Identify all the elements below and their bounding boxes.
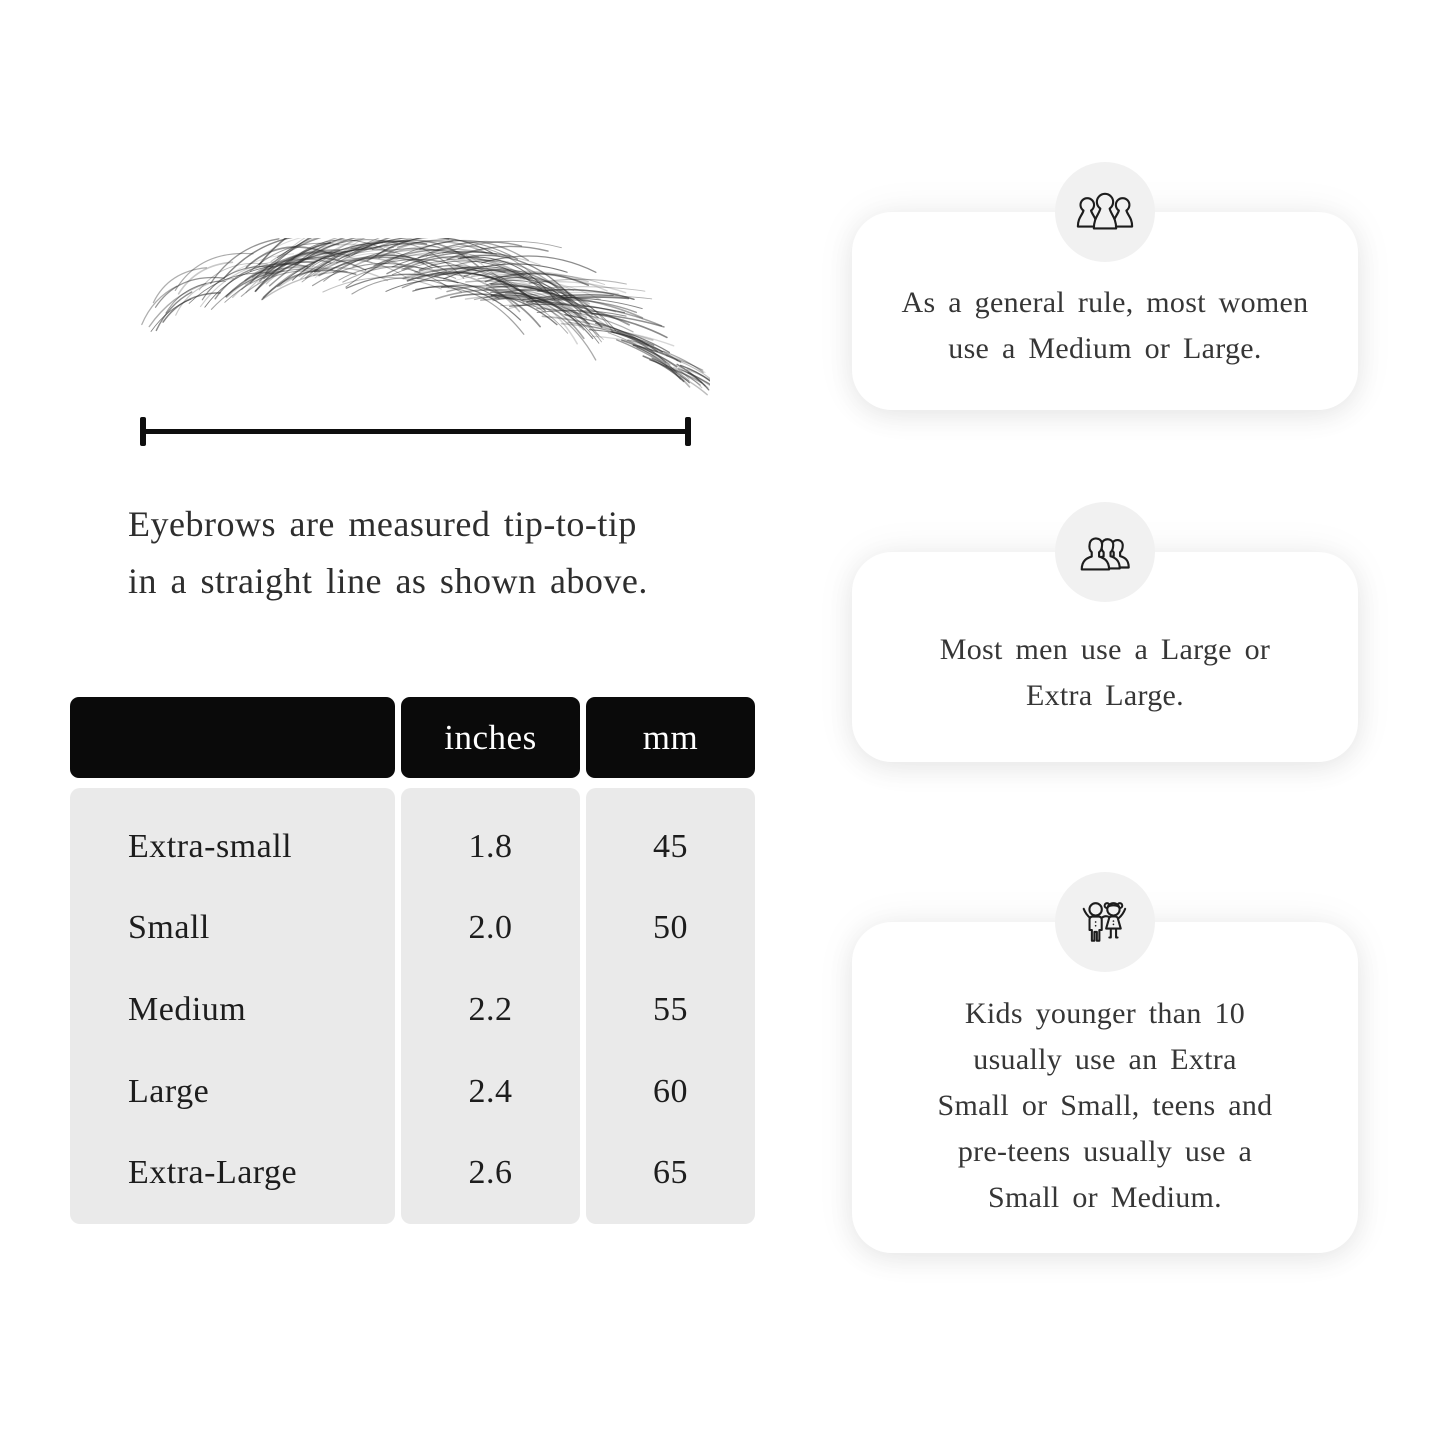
size-label-cell: Small <box>128 909 210 947</box>
card-icon-badge <box>1055 872 1155 972</box>
size-label-cell: Extra-small <box>128 827 293 865</box>
size-label-cell: Large <box>128 1072 210 1110</box>
mm-cell: 65 <box>653 1154 688 1192</box>
size-table-header-inches: inches <box>401 697 580 778</box>
mm-cell: 50 <box>653 909 688 947</box>
children-icon <box>1082 902 1127 942</box>
inches-cell: 2.6 <box>468 1154 513 1192</box>
measurement-line <box>140 417 691 446</box>
card-icon-badge <box>1055 502 1155 602</box>
men-group-icon <box>1080 537 1130 571</box>
card-text: Kids younger than 10 usually use an Extr… <box>937 996 1273 1214</box>
size-table-header-mm: mm <box>586 697 755 778</box>
info-card-men: Most men use a Large or Extra Large. <box>852 502 1358 762</box>
size-label-cell: Extra-Large <box>128 1154 298 1192</box>
card-text: Most men use a Large or Extra Large. <box>939 633 1271 712</box>
card-icon-badge <box>1055 162 1155 262</box>
size-table-column-sizes: Extra-small Small Medium Large Extra-Lar… <box>70 788 395 1224</box>
size-table-column-inches: 1.8 2.0 2.2 2.4 2.6 <box>401 788 580 1224</box>
size-table-header-size <box>70 697 395 778</box>
info-card-kids: Kids younger than 10 usually use an Extr… <box>852 872 1358 1253</box>
card-text: As a general rule, most women use a Medi… <box>901 286 1309 365</box>
mm-cell: 45 <box>653 827 688 865</box>
inches-cell: 2.2 <box>468 990 513 1028</box>
inches-cell: 1.8 <box>468 827 513 865</box>
eyebrow-illustration <box>141 238 710 396</box>
inches-cell: 2.0 <box>468 909 513 947</box>
women-group-icon <box>1076 192 1134 230</box>
measurement-caption: Eyebrows are measured tip-to-tip in a st… <box>128 504 648 601</box>
inches-cell: 2.4 <box>468 1072 513 1110</box>
size-table: inches mm Extra-small Small Medium Large… <box>70 697 755 1224</box>
info-card-women: As a general rule, most women use a Medi… <box>852 162 1358 410</box>
measurement-line-cap-right <box>685 417 691 446</box>
measurement-line-cap-left <box>140 417 146 446</box>
size-table-column-mm: 45 50 55 60 65 <box>586 788 755 1224</box>
mm-cell: 55 <box>653 990 688 1028</box>
size-label-cell: Medium <box>128 990 247 1028</box>
mm-cell: 60 <box>653 1072 688 1110</box>
